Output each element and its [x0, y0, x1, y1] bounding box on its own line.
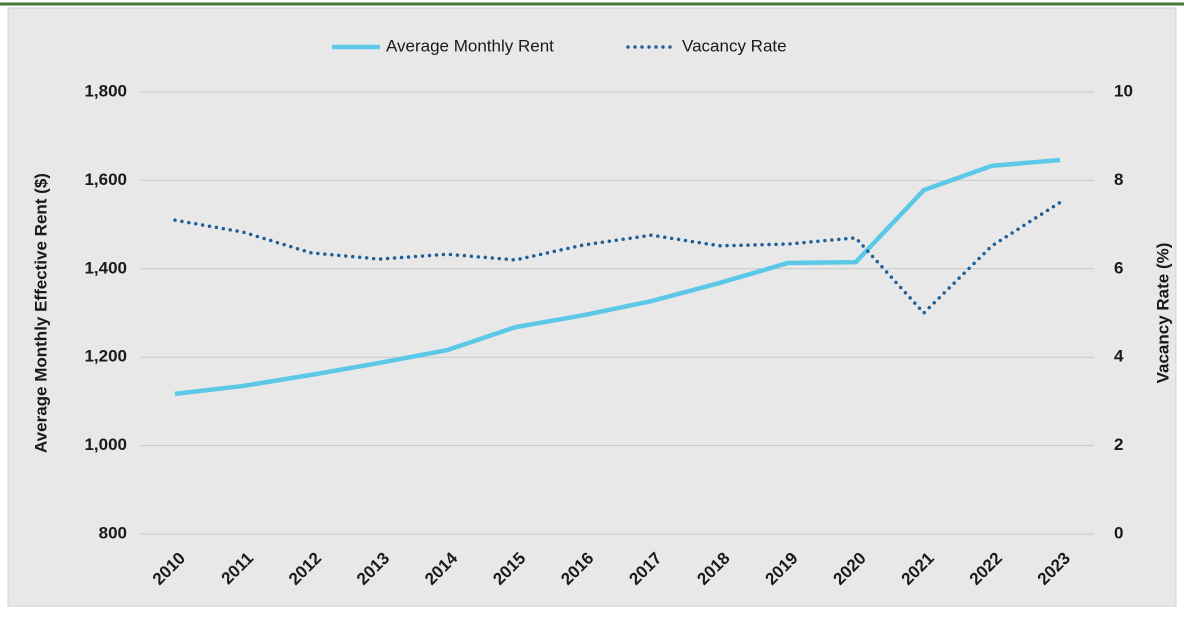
series-line: [173, 200, 1062, 316]
y2-tick-label: 2: [1114, 435, 1123, 454]
y2-tick-label: 6: [1114, 258, 1123, 277]
y-tick-label: 1,800: [84, 81, 127, 100]
y-tick-label: 1,200: [84, 347, 127, 366]
panel: [7, 7, 1177, 607]
y2-axis-title: Vacancy Rate (%): [1153, 243, 1172, 384]
y2-tick-label: 8: [1114, 170, 1123, 189]
y-tick-label: 1,000: [84, 435, 127, 454]
y-tick-label: 800: [99, 523, 127, 542]
y-axis-title: Average Monthly Effective Rent ($): [31, 173, 50, 453]
y-tick-label: 1,400: [84, 258, 127, 277]
y2-tick-label: 0: [1114, 523, 1123, 542]
y2-tick-label: 4: [1114, 347, 1124, 366]
y-tick-label: 1,600: [84, 170, 127, 189]
y2-tick-label: 10: [1114, 81, 1133, 100]
legend-label: Vacancy Rate: [682, 36, 787, 55]
series-line: [174, 157, 1061, 397]
legend-label: Average Monthly Rent: [386, 36, 554, 55]
